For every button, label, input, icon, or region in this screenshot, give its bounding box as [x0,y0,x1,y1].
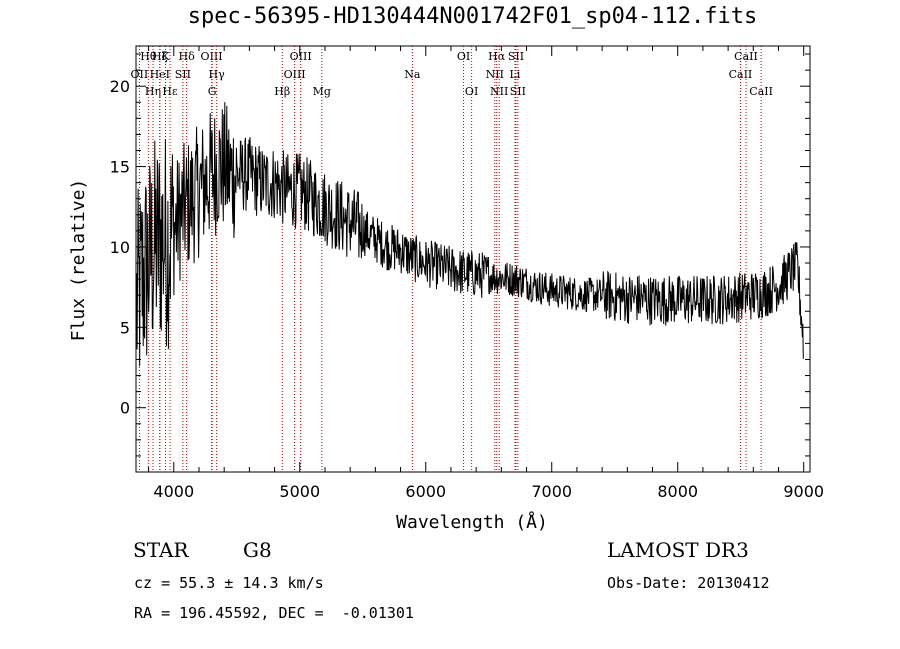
line-marker-label: CaII [734,50,758,63]
y-axis-label: Flux (relative) [68,179,89,342]
x-tick-label: 9000 [783,482,824,501]
x-tick-label: 7000 [531,482,572,501]
line-marker-label: CaII [749,85,773,98]
plot-axes: 4000 5000 6000 7000 8000 9000 0 5 10 15 20 [110,45,824,501]
line-marker-label: Hγ [209,68,226,81]
line-marker-label: SII [175,68,191,81]
line-marker-label: CaII [729,68,753,81]
line-marker-label: SII [510,85,526,98]
line-marker-label: NII [490,85,508,98]
spectrum-series [136,102,804,367]
coordinates: RA = 196.45592, DEC = -0.01301 [134,604,414,622]
line-marker-label: NII [486,68,504,81]
observation-date: Obs-Date: 20130412 [607,574,770,592]
x-tick-label: 6000 [405,482,446,501]
line-marker-label: OIII [284,68,306,81]
y-tick-label: 5 [120,318,130,337]
line-marker-label: Mg [313,85,331,98]
line-marker-label: OII [131,68,149,81]
x-axis-label: Wavelength (Å) [396,511,548,533]
line-marker-label: Hε [162,85,178,98]
spectrum-line [136,102,804,367]
survey-name: LAMOST DR3 [607,538,749,562]
y-tick-label: 10 [110,238,130,257]
object-subclass: G8 [243,538,272,562]
object-class: STAR [133,538,189,562]
line-marker-label: G [208,85,217,98]
y-tick-label: 0 [120,399,130,418]
line-marker-label: Hβ [274,85,290,98]
line-marker-label: OI [457,50,470,63]
line-marker-label: Na [404,68,421,81]
x-tick-label: 8000 [657,482,698,501]
line-marker-label: Hη [145,85,161,98]
x-tick-label: 4000 [153,482,194,501]
line-marker-label: Hζ [152,50,168,63]
line-marker-label: OI [465,85,478,98]
line-marker-label: Hα [488,50,506,63]
line-markers: OII Hθ Hη Hζ HeI K Hε SII Hδ OIII Hγ G Hβ OIII OIII Mg N… [131,46,773,472]
y-tick-label: 15 [110,158,130,177]
x-tick-label: 5000 [279,482,320,501]
chart-title: spec-56395-HD130444N001742F01_sp04-112.f… [187,4,758,29]
line-marker-label: OIII [201,50,223,63]
line-marker-label: Li [510,68,521,81]
line-marker-label: Hθ [140,50,157,63]
redshift-value: cz = 55.3 ± 14.3 km/s [134,574,324,592]
line-marker-label: Hδ [179,50,196,63]
line-marker-label: K [161,50,170,63]
plot-frame [135,45,811,473]
line-marker-label: HeI [150,68,170,81]
line-marker-label: OIII [290,50,312,63]
y-tick-label: 20 [110,77,130,96]
line-marker-label: SII [508,50,524,63]
